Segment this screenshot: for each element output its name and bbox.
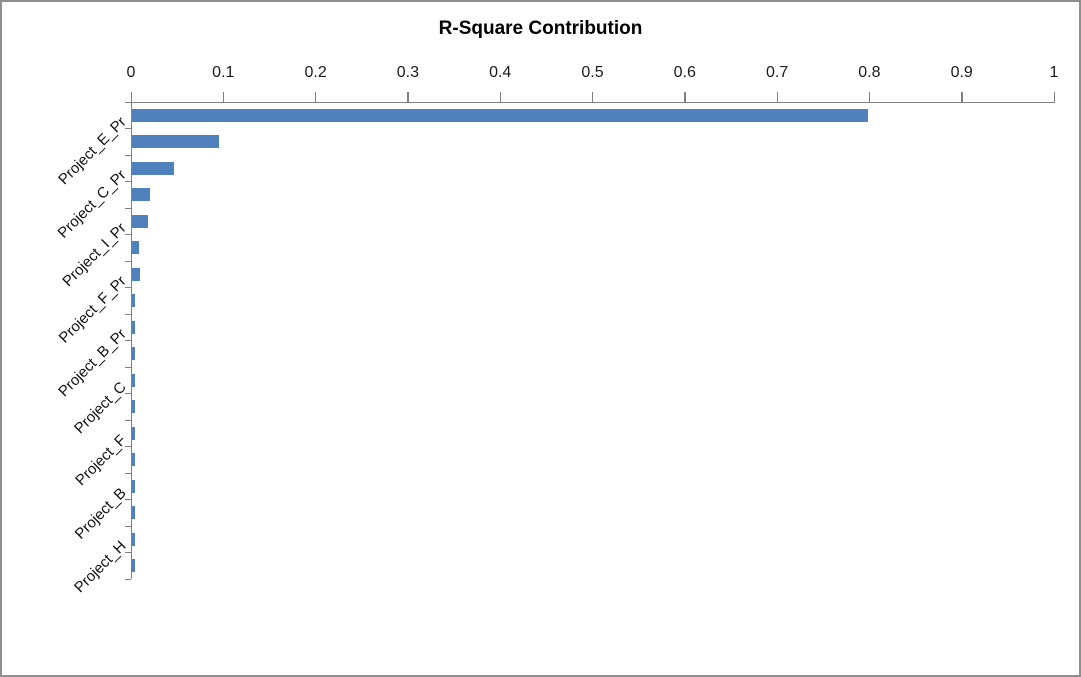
bar [132,135,219,149]
x-tick-label: 0.3 [396,64,420,81]
y-tick [125,366,131,368]
bar [132,188,151,202]
chart-title: R-Square Contribution [438,18,643,39]
x-tick-label: 1 [1049,64,1059,81]
bar [132,267,141,281]
y-tick [125,260,131,262]
x-tick-label: 0.2 [304,64,327,81]
y-tick [125,313,131,315]
bar [132,373,135,387]
x-tick [776,92,778,102]
x-tick-label: 0.1 [212,64,235,81]
x-tick-label: 0.8 [858,64,881,81]
x-tick [130,92,132,102]
x-tick-label: 0.5 [581,64,604,81]
x-tick [315,92,317,102]
x-tick [868,92,871,102]
y-tick [125,101,131,103]
bar [132,294,135,308]
x-tick-label: 0.4 [489,64,512,81]
bar [132,506,135,520]
bar [132,532,135,546]
y-tick [125,234,131,236]
bar [132,241,140,255]
bar [132,559,135,573]
x-tick-label: 0.9 [950,64,973,81]
y-axis-line [131,102,133,579]
y-tick [125,181,131,183]
y-tick [125,499,131,501]
y-tick [125,446,131,448]
bar [132,108,868,122]
bar [132,453,135,467]
x-tick [684,92,686,102]
x-tick-label: 0 [126,64,136,81]
bar [132,479,135,493]
x-tick [592,92,594,102]
x-tick-label: 0.7 [765,64,789,81]
y-tick [125,393,131,395]
bar [132,400,135,414]
x-axis-line [131,102,1055,104]
y-tick [125,287,131,289]
x-tick [961,92,963,102]
bar [132,320,135,334]
y-tick [125,419,131,421]
bar [132,214,148,228]
y-tick [125,525,131,527]
bar [132,426,135,440]
y-tick [125,207,131,209]
y-tick [125,340,131,342]
x-tick [407,92,409,102]
y-tick [125,128,131,130]
bar [132,347,135,361]
x-tick [1053,92,1055,102]
y-tick [125,578,131,580]
bar [132,161,174,175]
y-tick [125,472,131,474]
x-tick [499,92,502,102]
x-tick [222,92,225,102]
y-tick [125,154,131,156]
x-tick-label: 0.6 [673,64,696,81]
y-tick [125,552,131,554]
